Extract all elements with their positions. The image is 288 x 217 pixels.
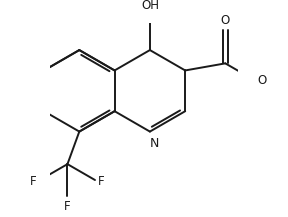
Text: F: F [30,175,37,188]
Text: F: F [64,200,71,213]
Text: O: O [257,74,266,87]
Text: OH: OH [141,0,159,12]
Text: N: N [149,138,159,150]
Text: O: O [221,14,230,27]
Text: F: F [98,175,105,188]
